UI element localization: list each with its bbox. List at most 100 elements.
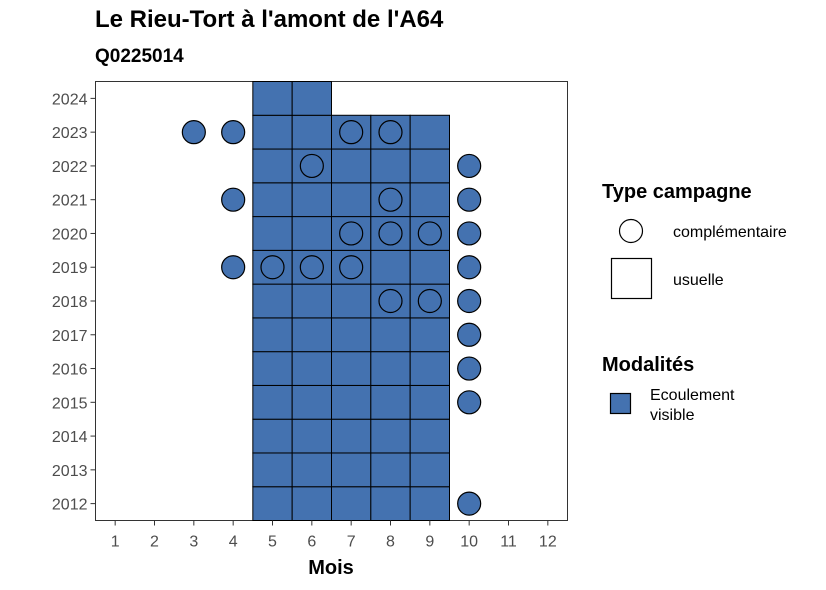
legend-title-type: Type campagne (602, 181, 752, 203)
complementaire-point-2022-10 (457, 153, 482, 179)
usuelle-tile-2012-6 (291, 486, 332, 522)
complementaire-point-2019-10 (457, 255, 482, 280)
y-tick-label-2014: 2014 (52, 429, 88, 446)
chart-title: Le Rieu-Tort à l'amont de l'A64 (95, 6, 444, 33)
usuelle-tile-2018-7 (331, 283, 372, 319)
x-tick-label-12: 12 (539, 534, 557, 551)
usuelle-tile-2012-7 (331, 486, 372, 522)
x-tick-label-6: 6 (307, 534, 316, 551)
x-tick-label-1: 1 (111, 534, 120, 551)
complementaire-point-2019-7 (339, 255, 364, 280)
usuelle-tile-2023-9 (409, 114, 450, 150)
legend-label-usuelle: usuelle (673, 272, 724, 289)
usuelle-tile-2013-9 (409, 452, 450, 488)
y-tick-label-2016: 2016 (52, 362, 88, 379)
legend-label-ecoulement-line2: visible (650, 407, 695, 424)
chart-subtitle: Q0225014 (95, 46, 184, 67)
usuelle-tile-2017-7 (331, 317, 372, 353)
usuelle-tile-2020-5 (252, 216, 293, 251)
x-tick-label-8: 8 (386, 534, 395, 551)
usuelle-tile-2014-5 (252, 418, 293, 454)
x-tick-label-2: 2 (150, 534, 159, 551)
usuelle-tile-2021-5 (252, 182, 293, 218)
usuelle-tile-2022-8 (370, 148, 411, 184)
x-tick-label-5: 5 (268, 534, 277, 551)
x-tick-label-11: 11 (500, 534, 517, 551)
y-tick-label-2024: 2024 (52, 91, 88, 108)
complementaire-point-2023-4 (221, 120, 246, 145)
complementaire-point-2019-5 (260, 255, 285, 280)
complementaire-point-2019-4 (221, 255, 246, 280)
legend-key-square (610, 257, 653, 300)
complementaire-point-2020-7 (339, 221, 364, 246)
y-tick-label-2012: 2012 (52, 497, 88, 514)
complementaire-point-2018-9 (417, 288, 442, 314)
usuelle-tile-2012-9 (409, 486, 450, 522)
usuelle-tile-2020-6 (291, 216, 332, 251)
y-axis: 2012 2013 2014 2015 2016 2017 2018 2019 2020 2021… (52, 91, 96, 514)
x-axis-title: Mois (308, 557, 354, 579)
complementaire-point-2023-8 (378, 120, 403, 145)
x-tick-label-7: 7 (347, 534, 356, 551)
x-tick-label-3: 3 (189, 534, 198, 551)
usuelle-tiles (252, 81, 450, 522)
usuelle-tile-2022-7 (331, 148, 372, 184)
y-tick-label-2022: 2022 (52, 159, 88, 176)
y-tick-label-2020: 2020 (52, 226, 88, 243)
legend-title-modalites: Modalités (602, 354, 694, 376)
usuelle-tile-2016-7 (331, 351, 372, 386)
usuelle-tile-2016-8 (370, 351, 411, 386)
usuelle-tile-2024-5 (252, 81, 293, 116)
complementaire-point-2015-10 (457, 390, 482, 415)
x-tick-label-9: 9 (425, 534, 434, 551)
usuelle-tile-2019-9 (409, 249, 450, 285)
legend-key-circle (618, 218, 644, 244)
legend-label-complementaire: complémentaire (673, 224, 787, 241)
complementaire-point-2019-6 (299, 255, 324, 280)
usuelle-tile-2014-6 (291, 418, 332, 454)
usuelle-tile-2019-8 (370, 249, 411, 285)
complementaire-points (181, 120, 482, 516)
complementaire-point-2021-4 (221, 187, 246, 212)
usuelle-tile-2015-8 (370, 384, 411, 420)
usuelle-tile-2021-7 (331, 182, 372, 218)
usuelle-tile-2016-6 (291, 351, 332, 386)
x-axis: 1 2 3 4 5 6 7 8 9 10 11 12 (111, 520, 557, 551)
complementaire-point-2018-8 (378, 288, 403, 314)
usuelle-tile-2022-5 (252, 148, 293, 184)
x-tick-label-4: 4 (229, 534, 238, 551)
y-tick-label-2018: 2018 (52, 294, 88, 311)
usuelle-tile-2013-7 (331, 452, 372, 488)
usuelle-tile-2021-9 (409, 182, 450, 218)
complementaire-point-2021-10 (457, 187, 482, 212)
complementaire-point-2016-10 (457, 356, 482, 381)
legend: Type campagne complémentaire usuelle Mod… (602, 181, 787, 424)
usuelle-tile-2014-9 (409, 418, 450, 454)
usuelle-tile-2012-8 (370, 486, 411, 522)
usuelle-tile-2017-6 (291, 317, 332, 353)
y-tick-label-2017: 2017 (52, 328, 88, 345)
usuelle-tile-2017-8 (370, 317, 411, 353)
usuelle-tile-2012-5 (252, 486, 293, 522)
x-tick-label-10: 10 (460, 534, 478, 551)
complementaire-point-2023-3 (181, 120, 206, 145)
y-tick-label-2019: 2019 (52, 260, 88, 277)
usuelle-tile-2018-6 (291, 283, 332, 319)
usuelle-tile-2024-6 (291, 81, 332, 116)
usuelle-tile-2018-5 (252, 283, 293, 319)
usuelle-tile-2022-9 (409, 148, 450, 184)
usuelle-tile-2014-8 (370, 418, 411, 454)
usuelle-tile-2014-7 (331, 418, 372, 454)
complementaire-point-2020-8 (378, 221, 403, 246)
usuelle-tile-2021-6 (291, 182, 332, 218)
usuelle-tile-2013-8 (370, 452, 411, 488)
legend-label-ecoulement-line1: Ecoulement (650, 387, 735, 404)
complementaire-point-2021-8 (378, 187, 403, 212)
legend-key-ecoulement (609, 392, 632, 415)
usuelle-tile-2013-5 (252, 452, 293, 488)
usuelle-tile-2015-9 (409, 384, 450, 420)
usuelle-tile-2016-5 (252, 351, 293, 386)
y-tick-label-2013: 2013 (52, 463, 88, 480)
usuelle-tile-2015-6 (291, 384, 332, 420)
